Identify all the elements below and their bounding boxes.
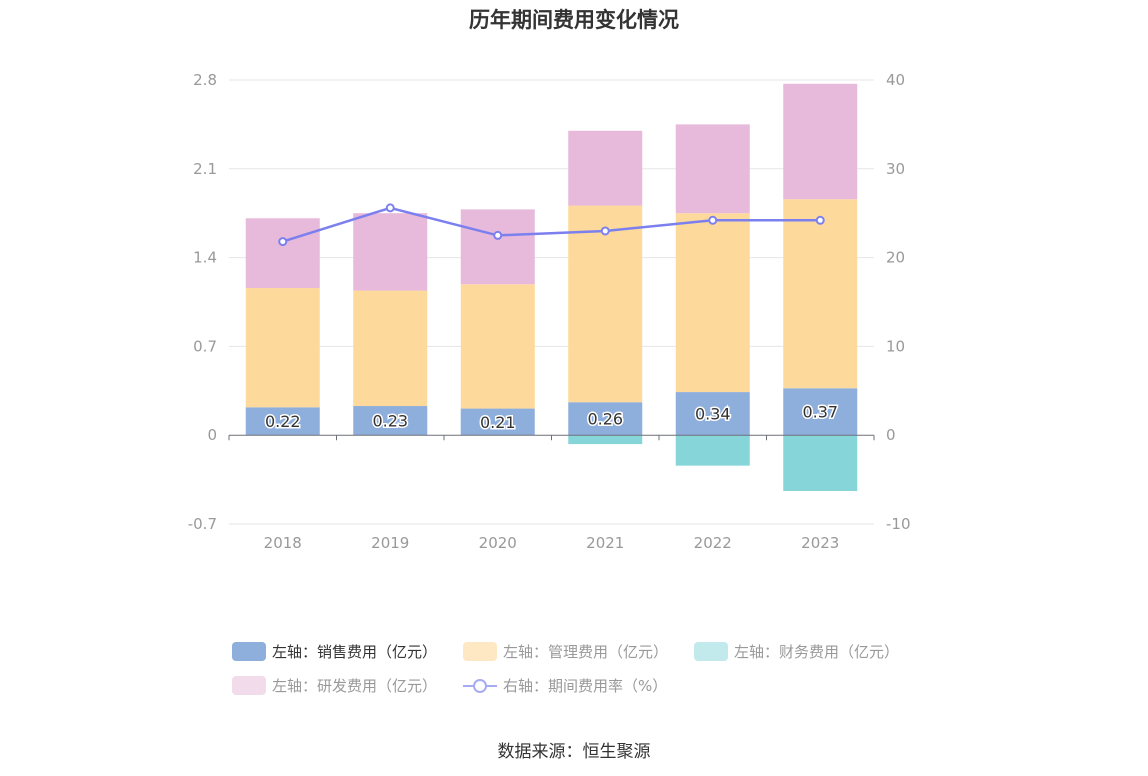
rate-point <box>493 230 503 240</box>
right-tick-label: 0 <box>886 426 896 444</box>
bar-segment <box>783 435 858 492</box>
rate-point <box>600 226 610 236</box>
rate-point <box>708 215 718 225</box>
rate-point <box>385 203 395 213</box>
bar-segment <box>568 435 643 445</box>
bar-segment <box>460 209 535 285</box>
rate-point <box>815 215 825 225</box>
bar-data-label: 0.22 <box>265 412 301 431</box>
bar-segment <box>675 213 750 393</box>
bar-segment <box>245 288 320 408</box>
chart-area: -0.7 0 0.7 1.4 2.1 2.8 -10 0 10 20 30 40 2018 2019 202… <box>188 71 911 552</box>
legend-swatch-admin <box>463 641 498 661</box>
bar-segment <box>568 130 643 206</box>
legend-item-finance[interactable]: 左轴：财务费用（亿元） <box>694 641 899 662</box>
legend-label-sales: 左轴：销售费用（亿元） <box>272 642 438 661</box>
right-tick-label: 20 <box>886 249 905 267</box>
bar-segment <box>245 407 320 436</box>
legend-item-rnd[interactable]: 左轴：研发费用（亿元） <box>232 675 437 696</box>
bar-data-label: 0.26 <box>587 410 623 429</box>
bar-segment <box>675 124 750 214</box>
bar-segment <box>460 284 535 409</box>
x-tick-label: 2019 <box>371 534 409 552</box>
bar-data-label: 0.34 <box>695 405 731 424</box>
legend-label-admin: 左轴：管理费用（亿元） <box>503 642 669 661</box>
bar-segment <box>353 213 428 291</box>
bar-segment <box>568 205 643 403</box>
legend-swatch-rate <box>463 678 498 693</box>
x-tick-label: 2021 <box>586 534 624 552</box>
bar-segment <box>460 408 535 436</box>
left-tick-label: 0.7 <box>193 337 217 355</box>
legend-swatch-rnd <box>232 675 266 695</box>
left-tick-label: 1.4 <box>193 249 217 267</box>
legend-label-rate: 右轴：期间费用率（%） <box>503 676 668 695</box>
left-tick-label: -0.7 <box>188 515 217 533</box>
legend-item-rate[interactable]: 右轴：期间费用率（%） <box>463 675 667 696</box>
left-tick-label: 2.8 <box>193 71 217 89</box>
bar-segment <box>783 83 858 200</box>
legend-swatch-sales <box>232 641 266 661</box>
bar-segment <box>783 199 858 389</box>
right-tick-label: 30 <box>886 160 905 178</box>
right-tick-label: -10 <box>886 515 911 533</box>
rate-line <box>282 206 821 243</box>
chart-title: 历年期间费用变化情况 <box>469 8 679 32</box>
left-tick-label: 0 <box>207 426 217 444</box>
rate-point <box>278 237 288 247</box>
bar-segment <box>675 435 750 466</box>
legend: 左轴：销售费用（亿元） 左轴：管理费用（亿元） 左轴：财务费用（亿元） 左轴：研… <box>232 640 952 708</box>
left-tick-label: 2.1 <box>193 160 217 178</box>
x-tick-label: 2023 <box>801 534 839 552</box>
bar-data-label: 0.23 <box>372 412 408 431</box>
bar-segment <box>783 388 858 436</box>
x-tick-label: 2022 <box>694 534 732 552</box>
legend-swatch-finance <box>694 641 729 661</box>
right-tick-label: 10 <box>886 337 905 355</box>
bar-segment <box>353 290 428 407</box>
legend-item-sales[interactable]: 左轴：销售费用（亿元） <box>232 641 437 662</box>
bar-segment <box>353 406 428 436</box>
bar-segment <box>245 218 320 289</box>
bar-data-label: 0.37 <box>802 403 838 422</box>
bar-segment <box>675 392 750 436</box>
bar-data-label: 0.21 <box>480 413 516 432</box>
legend-item-admin[interactable]: 左轴：管理费用（亿元） <box>463 641 668 662</box>
data-source: 数据来源：恒生聚源 <box>497 742 651 762</box>
legend-label-finance: 左轴：财务费用（亿元） <box>734 642 900 661</box>
right-tick-label: 40 <box>886 71 905 89</box>
legend-label-rnd: 左轴：研发费用（亿元） <box>272 676 438 695</box>
x-tick-label: 2020 <box>479 534 517 552</box>
x-tick-label: 2018 <box>264 534 302 552</box>
bar-segment <box>568 402 643 436</box>
